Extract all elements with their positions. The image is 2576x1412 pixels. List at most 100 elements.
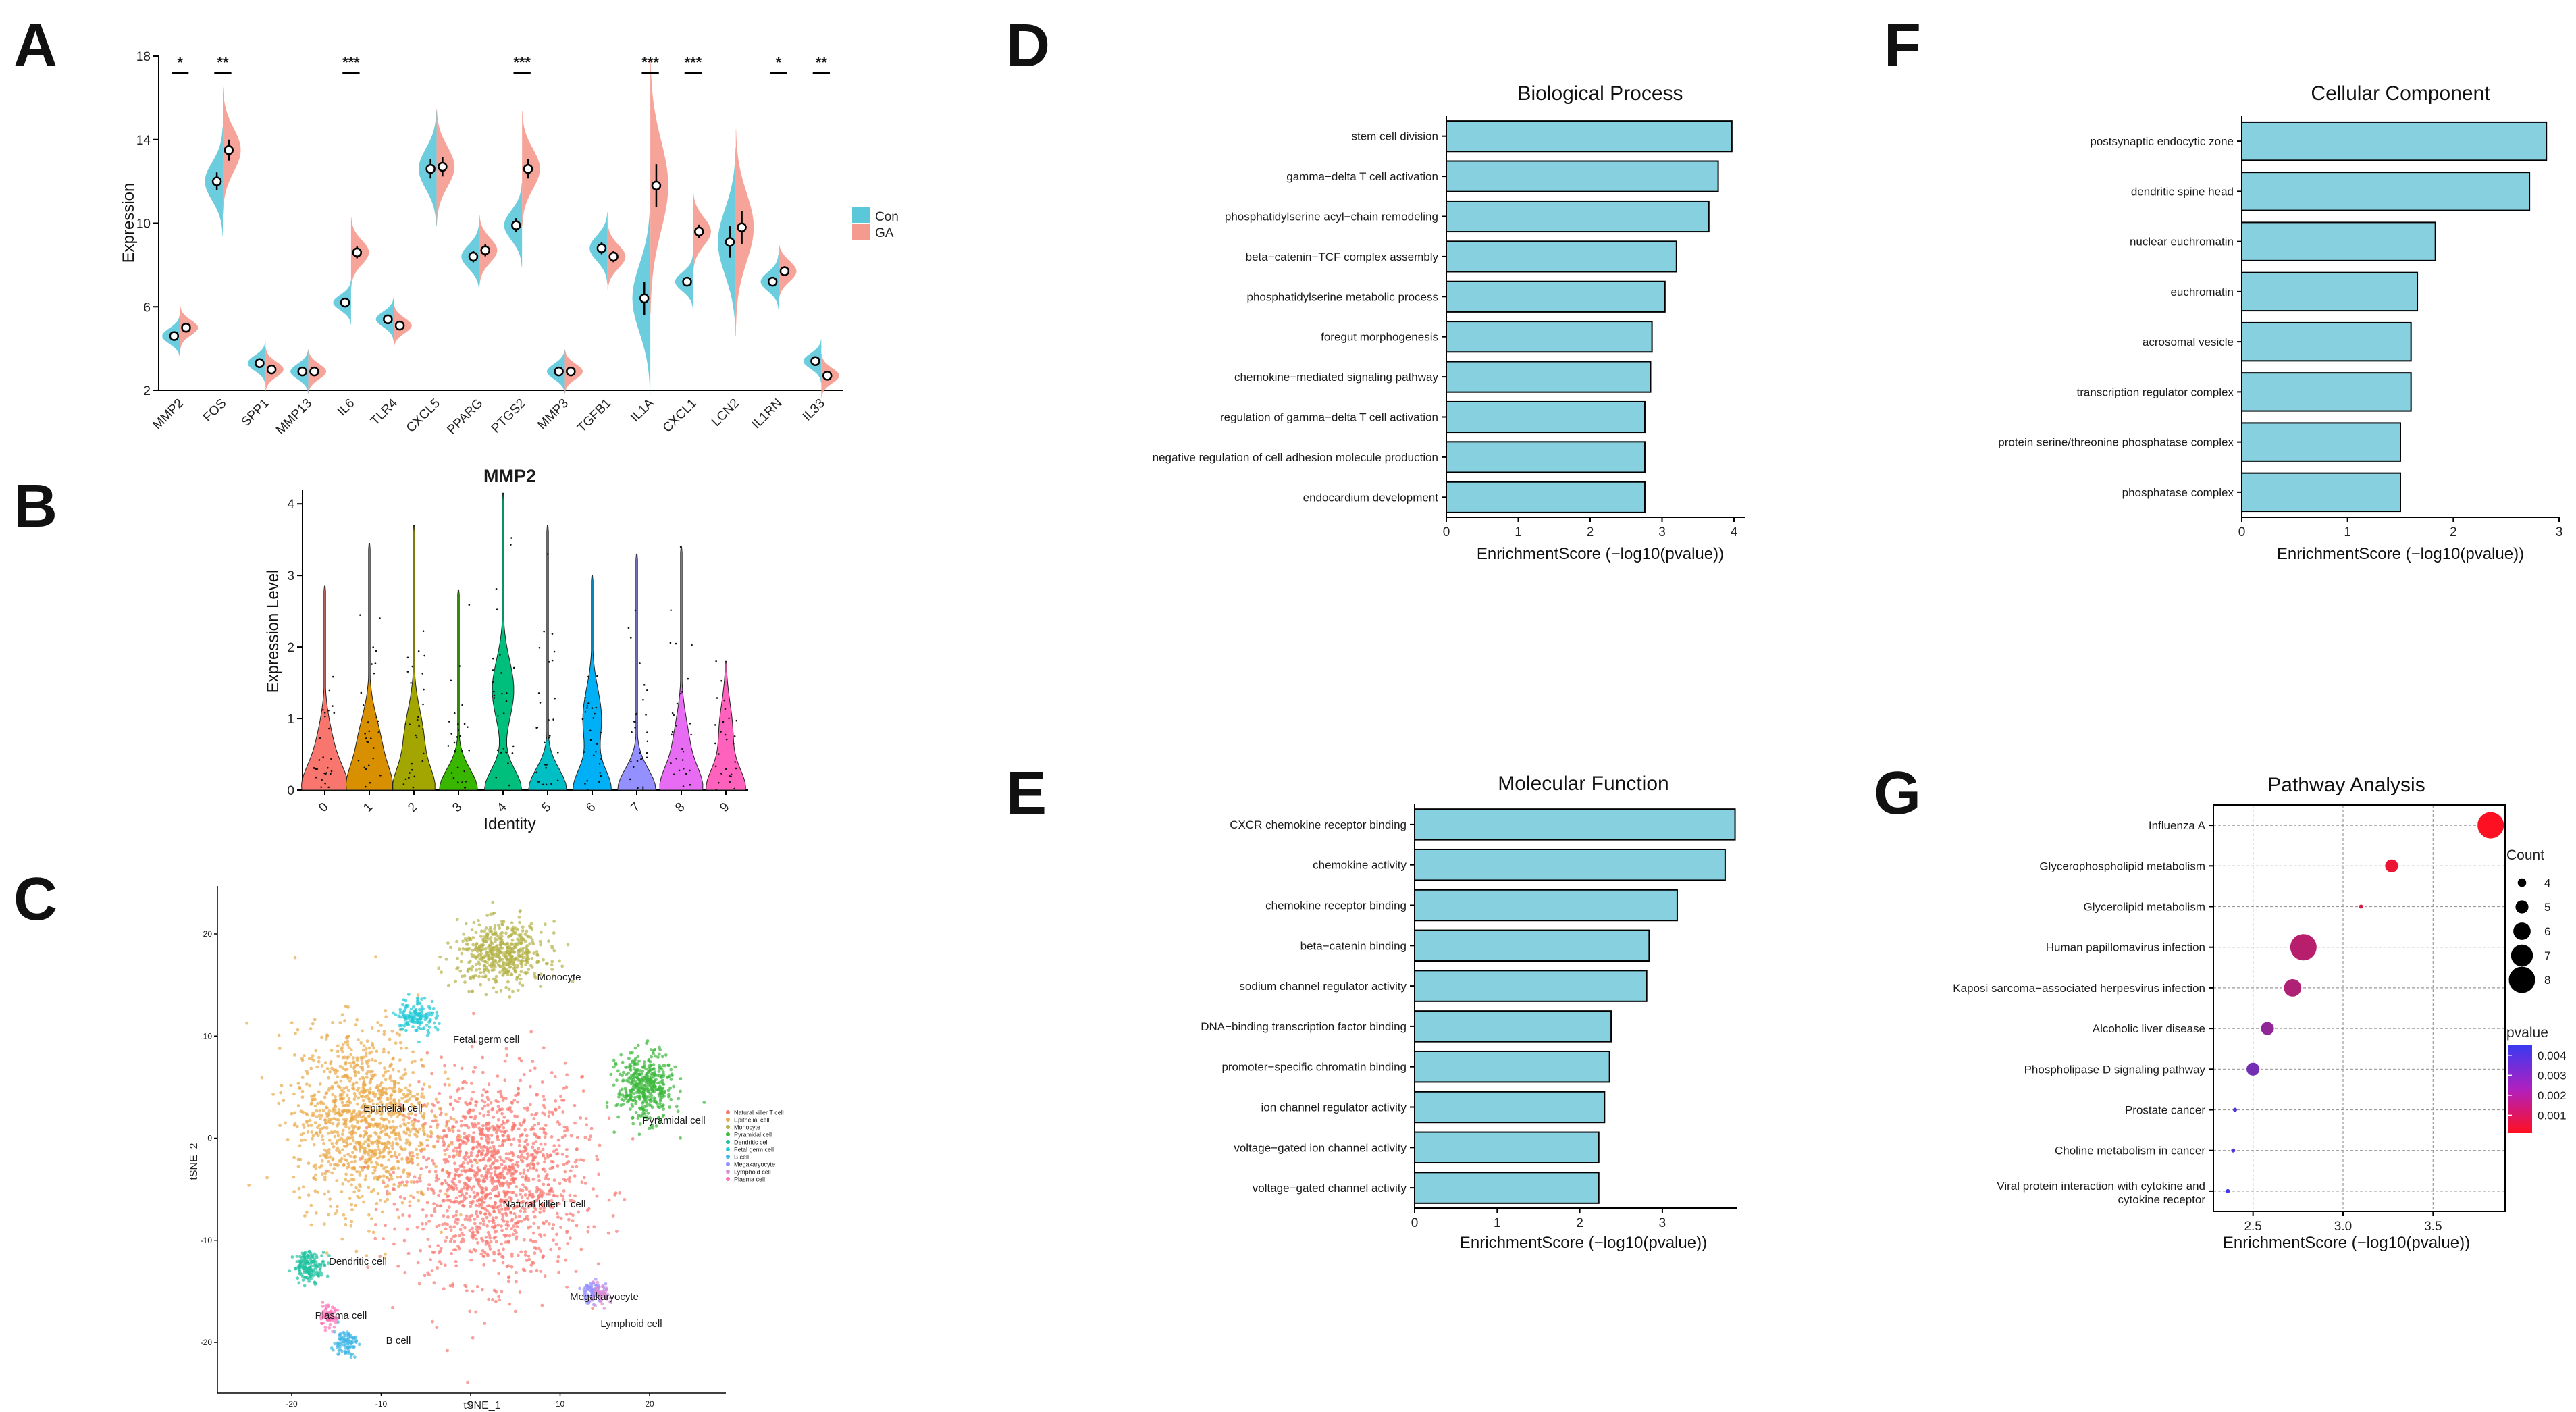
panel-b-jitter-point — [538, 646, 541, 649]
panel-c-cell-point — [527, 1254, 531, 1258]
panel-a-mean-point-ga — [394, 320, 405, 331]
panel-c-cell-point — [484, 1124, 488, 1127]
panel-c-cell-point — [421, 1087, 425, 1091]
panel-c-cell-point — [277, 1101, 281, 1105]
panel-c-cell-point — [413, 1095, 416, 1098]
panel-b-jitter-point — [641, 788, 644, 790]
panel-c-cell-point — [539, 943, 542, 947]
panel-b-jitter-point — [689, 769, 691, 772]
panel-b-jitter-point — [421, 728, 424, 730]
panel-c-cell-point — [556, 1138, 560, 1142]
panel-b-jitter-point — [685, 773, 687, 775]
panel-c-cell-point — [294, 1266, 298, 1270]
panel-c-cell-point — [675, 1105, 679, 1109]
panel-c-cell-point — [513, 966, 517, 970]
panel-c-cell-point — [534, 1140, 538, 1143]
panel-c-cell-point — [505, 1227, 508, 1231]
panel-c-cell-point — [495, 1128, 498, 1132]
panel-c-cell-point — [299, 1109, 303, 1113]
panel-c-cell-point — [473, 1117, 477, 1120]
panel-c-legend-label: Plasma cell — [734, 1176, 765, 1183]
panel-c-cell-point — [473, 1194, 477, 1198]
panel-c-cell-point — [496, 1126, 500, 1129]
panel-c-cell-point — [319, 1315, 323, 1319]
panel-c-cell-point — [464, 922, 468, 926]
panel-c-xtick-label: 20 — [645, 1399, 654, 1409]
panel-c-cell-point — [458, 969, 463, 973]
panel-c-cell-point — [454, 1264, 458, 1268]
panel-c-cell-point — [407, 1116, 411, 1120]
panel-b-jitter-point — [468, 749, 471, 752]
panel-a-ylabel: Expression — [120, 183, 138, 263]
panel-c-cell-point — [521, 983, 525, 987]
panel-c-cell-point — [302, 1255, 305, 1259]
panel-c-cell-point — [456, 1138, 459, 1142]
panel-c-cell-point — [649, 1064, 653, 1068]
panel-b-jitter-point — [724, 708, 727, 710]
panel-c-cell-point — [411, 1025, 415, 1028]
panel-c-cell-point — [331, 1348, 335, 1352]
panel-c-cell-point — [547, 939, 550, 943]
panel-c-cell-point — [356, 1120, 359, 1124]
panel-a-significance: *** — [342, 54, 360, 71]
panel-a-mean-point-ga — [566, 366, 576, 377]
panel-c-cell-point — [467, 1134, 471, 1138]
panel-g-xtick-label: 3.5 — [2424, 1220, 2442, 1234]
panel-c-cell-point — [481, 1206, 485, 1210]
panel-c-cell-point — [556, 1164, 560, 1168]
panel-c-cell-point — [362, 1200, 365, 1204]
panel-c-cell-point — [631, 1051, 634, 1055]
panel-c-cell-point — [416, 1261, 420, 1265]
panel-c-cell-point — [245, 1021, 248, 1025]
panel-c-cell-point — [375, 1162, 379, 1166]
panel-c-cell-point — [427, 1005, 431, 1009]
panel-c-cell-point — [367, 1125, 371, 1128]
panel-c-cell-point — [400, 1105, 404, 1109]
panel-c-cell-point — [307, 1161, 311, 1166]
panel-b-jitter-point — [646, 731, 648, 733]
panel-c-cell-point — [417, 1119, 420, 1123]
panel-c-cell-point — [591, 1280, 595, 1284]
panel-c-cell-point — [512, 1224, 515, 1228]
panel-c-cell-point — [479, 955, 483, 959]
panel-c-cell-point — [325, 1114, 330, 1118]
panel-c-cell-point — [333, 1103, 337, 1107]
panel-c-cell-point — [426, 1187, 430, 1191]
panel-c-cell-point — [318, 1166, 321, 1169]
panel-c-cell-point — [525, 929, 529, 933]
panel-a-mean-point-ga — [523, 163, 533, 174]
panel-c-cell-point — [652, 1063, 656, 1066]
panel-c-cell-point — [374, 1223, 377, 1226]
panel-c-cell-point — [373, 1059, 377, 1062]
panel-c-cell-point — [465, 1176, 469, 1180]
panel-c-cell-point — [426, 1102, 430, 1106]
panel-b-jitter-point — [671, 712, 674, 714]
panel-c-cell-point — [332, 1068, 336, 1072]
panel-c-cell-point — [421, 1155, 425, 1159]
panel-c-cell-point — [491, 1176, 494, 1180]
panel-c-cell-point — [580, 1180, 584, 1184]
panel-c-cell-point — [424, 1012, 428, 1016]
panel-c-cell-point — [544, 1176, 548, 1180]
panel-c-cell-point — [297, 1259, 301, 1263]
panel-c-cell-point — [390, 1144, 394, 1147]
panel-c-cell-point — [322, 1070, 326, 1074]
panel-c-cell-point — [475, 1100, 479, 1104]
panel-d-bar — [1446, 240, 1677, 273]
panel-c-cell-point — [551, 1166, 554, 1170]
panel-c-cell-point — [320, 1064, 324, 1068]
panel-b-jitter-point — [374, 662, 377, 664]
panel-b-jitter-point — [542, 783, 544, 785]
panel-c-cell-point — [523, 970, 527, 974]
panel-b-jitter-point — [598, 762, 601, 765]
panel-b-jitter-point — [589, 739, 592, 741]
panel-c-cell-point — [357, 1188, 361, 1193]
panel-letter-g: G — [1874, 760, 1921, 827]
panel-d-category-label: chemokine−mediated signaling pathway — [1234, 371, 1438, 384]
panel-c-cell-point — [446, 1147, 449, 1151]
panel-c-cell-point — [630, 1102, 634, 1106]
panel-c-cell-point — [334, 1212, 337, 1215]
panel-f-xtick-label: 3 — [2556, 525, 2563, 540]
panel-c-cell-point — [609, 1301, 612, 1305]
